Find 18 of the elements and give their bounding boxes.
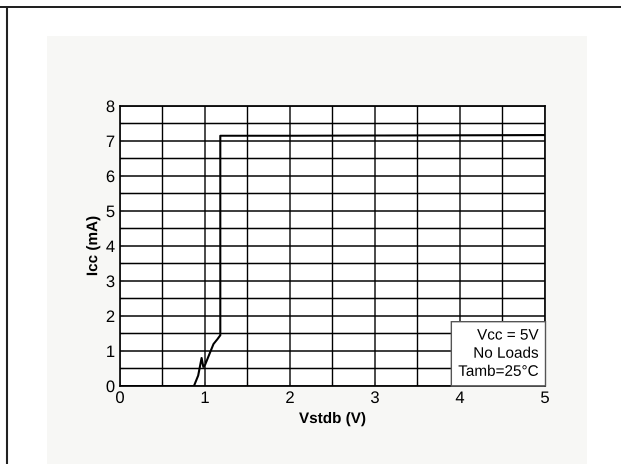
y-tick-label: 6 (106, 170, 114, 182)
annotation: Vcc = 5V No Loads Tamb=25°C (458, 329, 539, 376)
y-tick-label: 5 (106, 206, 114, 218)
y-tick-label: 3 (106, 275, 114, 288)
y-tick-label: 4 (106, 240, 115, 252)
x-tick-label: 2 (286, 391, 294, 403)
x-tick-label: 5 (541, 391, 549, 404)
y-tick-label: 0 (106, 380, 114, 392)
x-axis-title: Vstdb (V) (299, 412, 366, 426)
y-axis-title: Icc (mA) (86, 216, 100, 276)
y-tick-label: 1 (107, 346, 114, 358)
x-tick-label: 1 (202, 391, 209, 403)
y-tick-label: 2 (106, 310, 114, 322)
x-tick-label: 4 (456, 391, 464, 403)
y-tick-label: 8 (106, 100, 114, 112)
y-tick-label: 7 (106, 136, 114, 148)
x-tick-label: 3 (371, 391, 379, 404)
x-tick-label: 0 (116, 391, 124, 404)
